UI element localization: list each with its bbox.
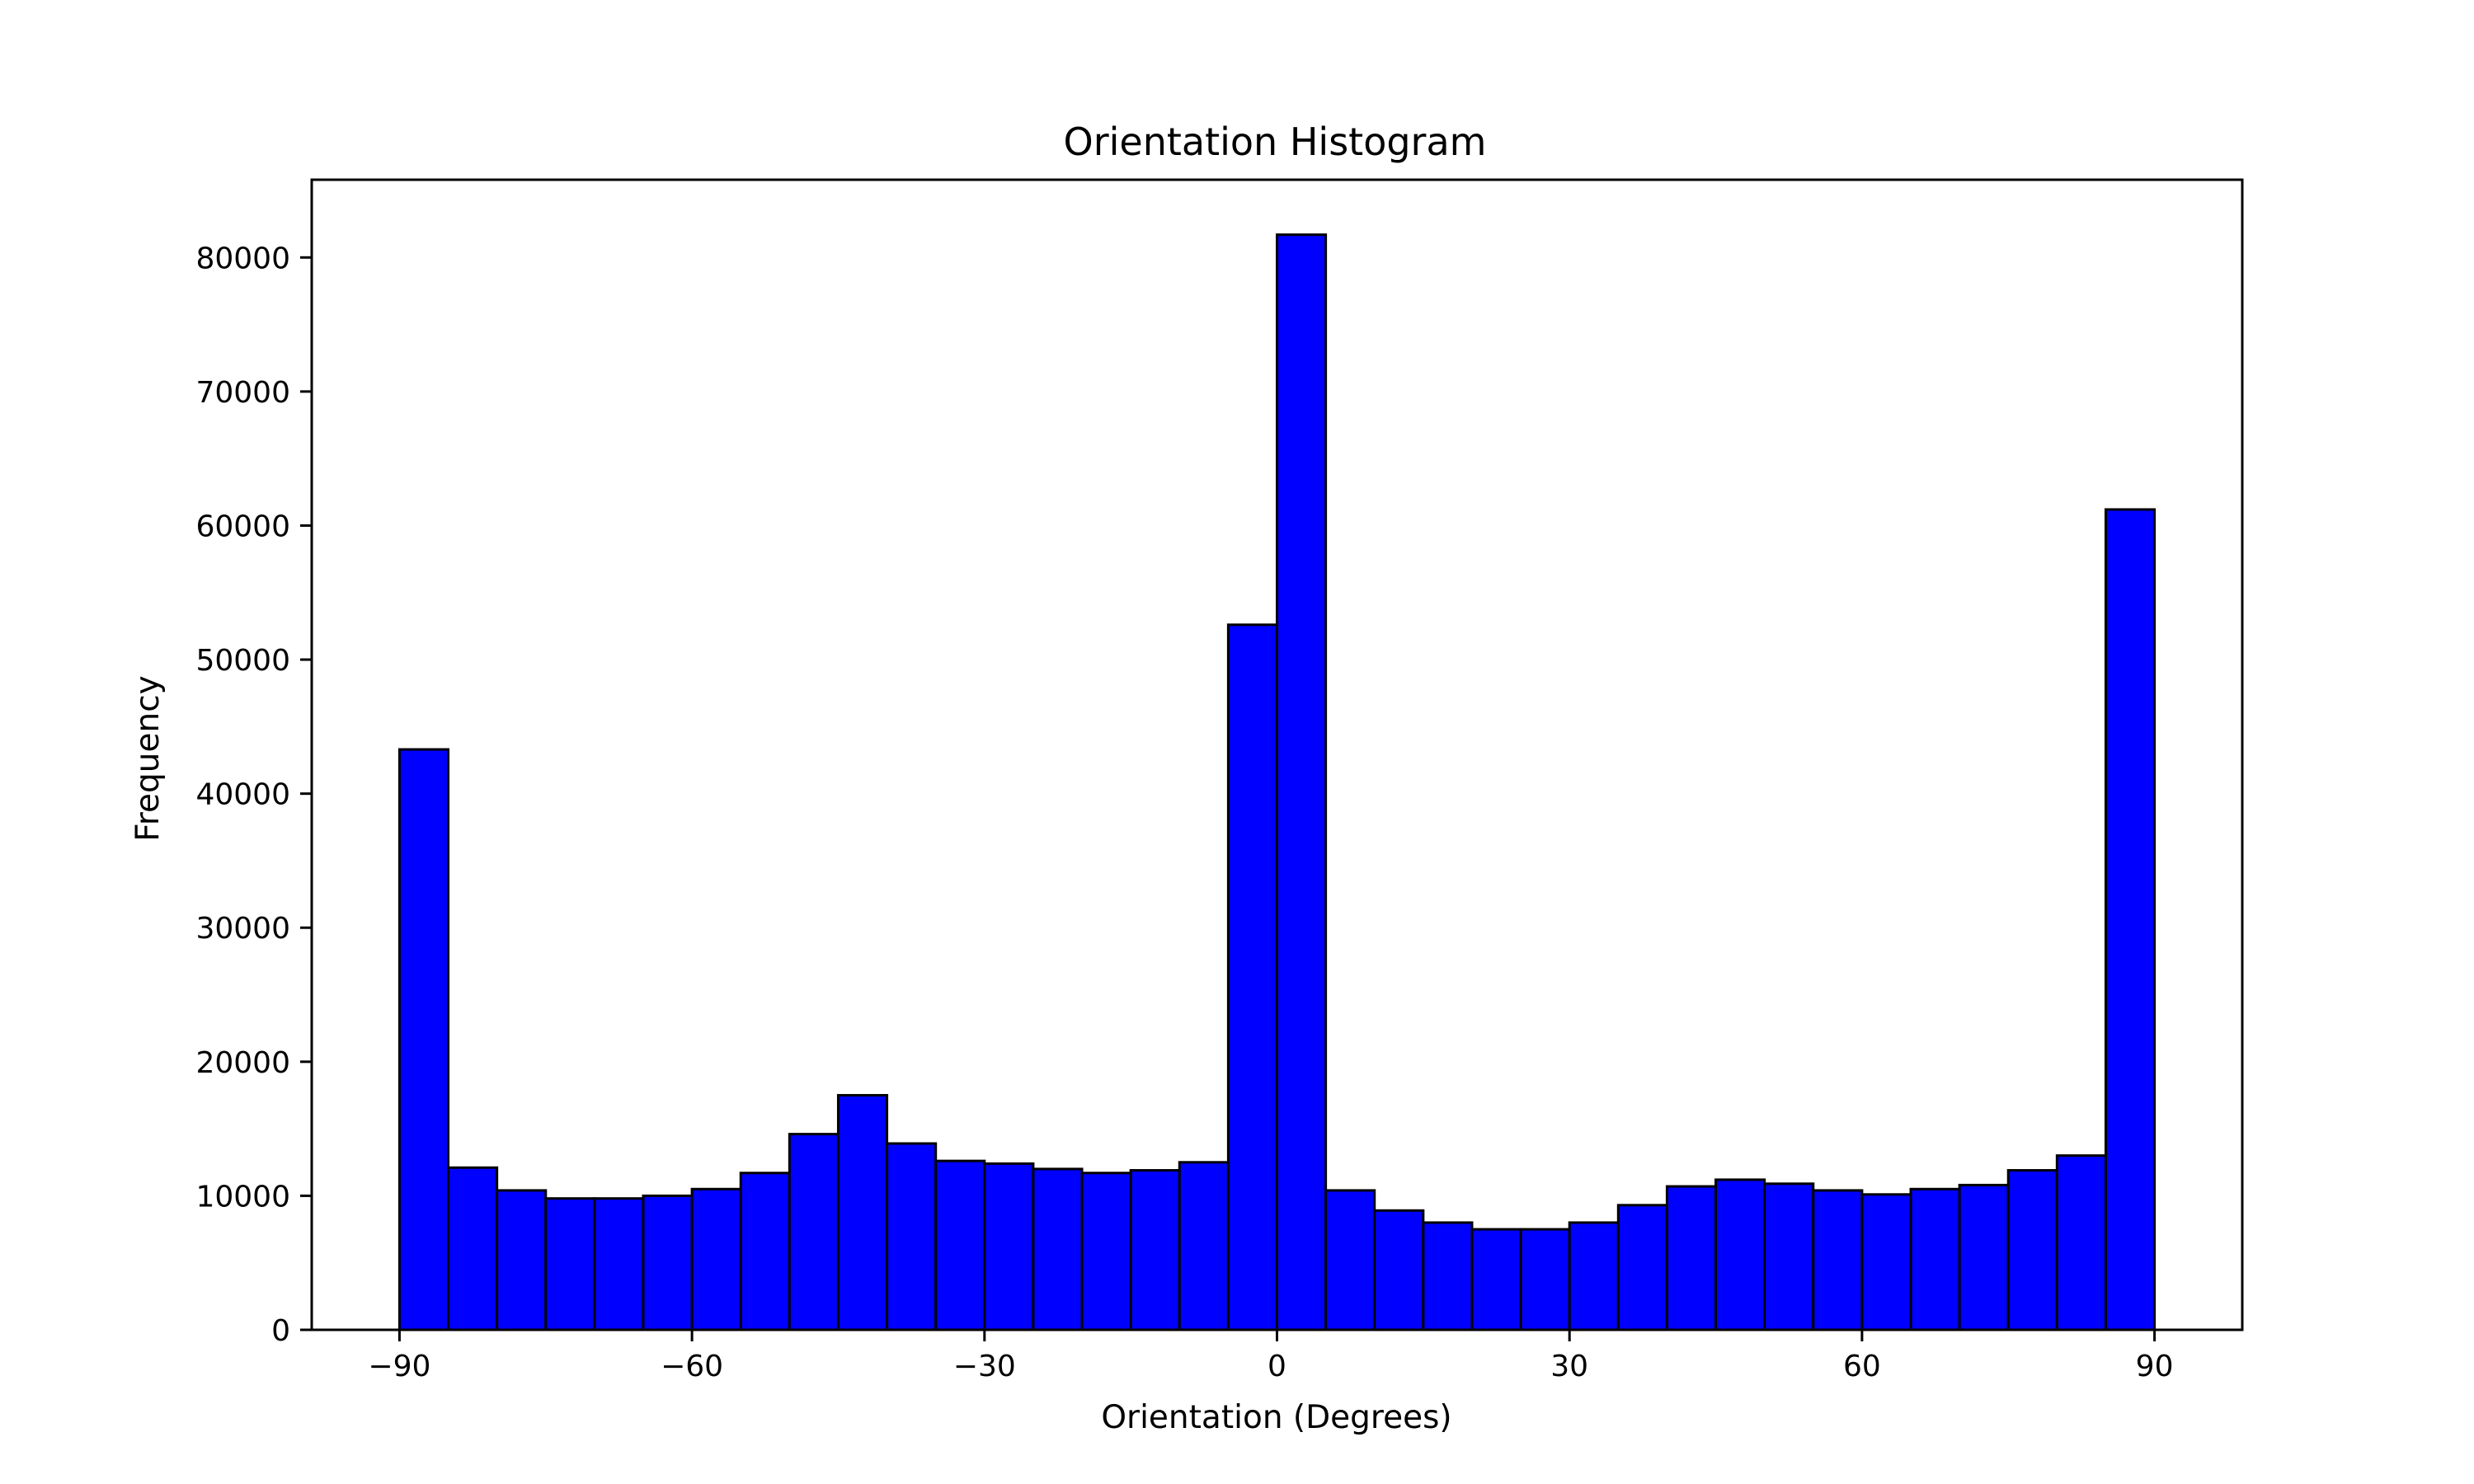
histogram-bar (836, 1093, 889, 1331)
histogram-bar (1470, 1228, 1522, 1331)
histogram-bar (1763, 1182, 1815, 1331)
histogram-bar (788, 1133, 840, 1331)
chart-title: Orientation Histogram (1064, 120, 1487, 164)
histogram-bar (739, 1172, 791, 1331)
y-axis-label: Frequency (129, 675, 167, 841)
x-tick-label: 30 (1550, 1350, 1588, 1383)
histogram-bar (1616, 1204, 1668, 1331)
histogram-bar (1958, 1183, 2010, 1331)
x-axis: −90 −60 −30 0 30 60 90 (368, 1330, 2173, 1383)
histogram-bar (397, 748, 450, 1331)
histogram-bar (1422, 1221, 1474, 1331)
y-tick-label: 70000 (195, 376, 290, 410)
x-axis-label: Orientation (Degrees) (1101, 1399, 1451, 1436)
y-tick-label: 80000 (195, 242, 290, 275)
histogram-bar (447, 1166, 499, 1331)
histogram-bar (690, 1187, 742, 1331)
histogram-bar (544, 1197, 596, 1331)
histogram-bar (1373, 1209, 1425, 1331)
histogram-bar (886, 1142, 938, 1331)
histogram-bar (1714, 1178, 1766, 1331)
y-tick-label: 20000 (195, 1046, 290, 1080)
histogram-bar (983, 1162, 1035, 1331)
x-tick-label: 90 (2136, 1350, 2174, 1383)
x-tick-label: −30 (953, 1350, 1016, 1383)
histogram-bar (1909, 1187, 1961, 1331)
histogram-bar (642, 1194, 694, 1331)
histogram-bar (1860, 1193, 1912, 1331)
y-tick-label: 10000 (195, 1180, 290, 1214)
y-axis: 0 10000 20000 30000 40000 50000 60000 70000 8000… (195, 242, 312, 1348)
histogram-bar (593, 1197, 645, 1331)
histogram-bar (1032, 1167, 1084, 1331)
histogram-bar (1812, 1189, 1864, 1331)
histogram-bar (1324, 1189, 1376, 1331)
y-tick-label: 30000 (195, 912, 290, 946)
histogram-bar (2055, 1154, 2107, 1331)
bars-group (397, 233, 2157, 1331)
histogram-bar (1519, 1228, 1571, 1331)
histogram-bar (1276, 233, 1328, 1331)
histogram-bar (2104, 508, 2157, 1331)
histogram-bar (934, 1159, 986, 1331)
y-tick-label: 40000 (195, 778, 290, 812)
histogram-bar (496, 1189, 548, 1331)
x-tick-label: 60 (1843, 1350, 1881, 1383)
x-tick-label: 0 (1268, 1350, 1286, 1383)
histogram-bar (1665, 1185, 1718, 1331)
y-tick-label: 60000 (195, 510, 290, 543)
x-tick-label: −60 (661, 1350, 723, 1383)
histogram-bar (1226, 623, 1278, 1331)
x-tick-label: −90 (368, 1350, 430, 1383)
histogram-bar (1178, 1161, 1230, 1331)
histogram-bar (1129, 1169, 1181, 1331)
y-tick-label: 0 (271, 1314, 290, 1348)
histogram-bar (1568, 1221, 1620, 1331)
y-tick-label: 50000 (195, 644, 290, 678)
histogram-bar (1080, 1172, 1132, 1331)
histogram-bar (2006, 1169, 2058, 1331)
